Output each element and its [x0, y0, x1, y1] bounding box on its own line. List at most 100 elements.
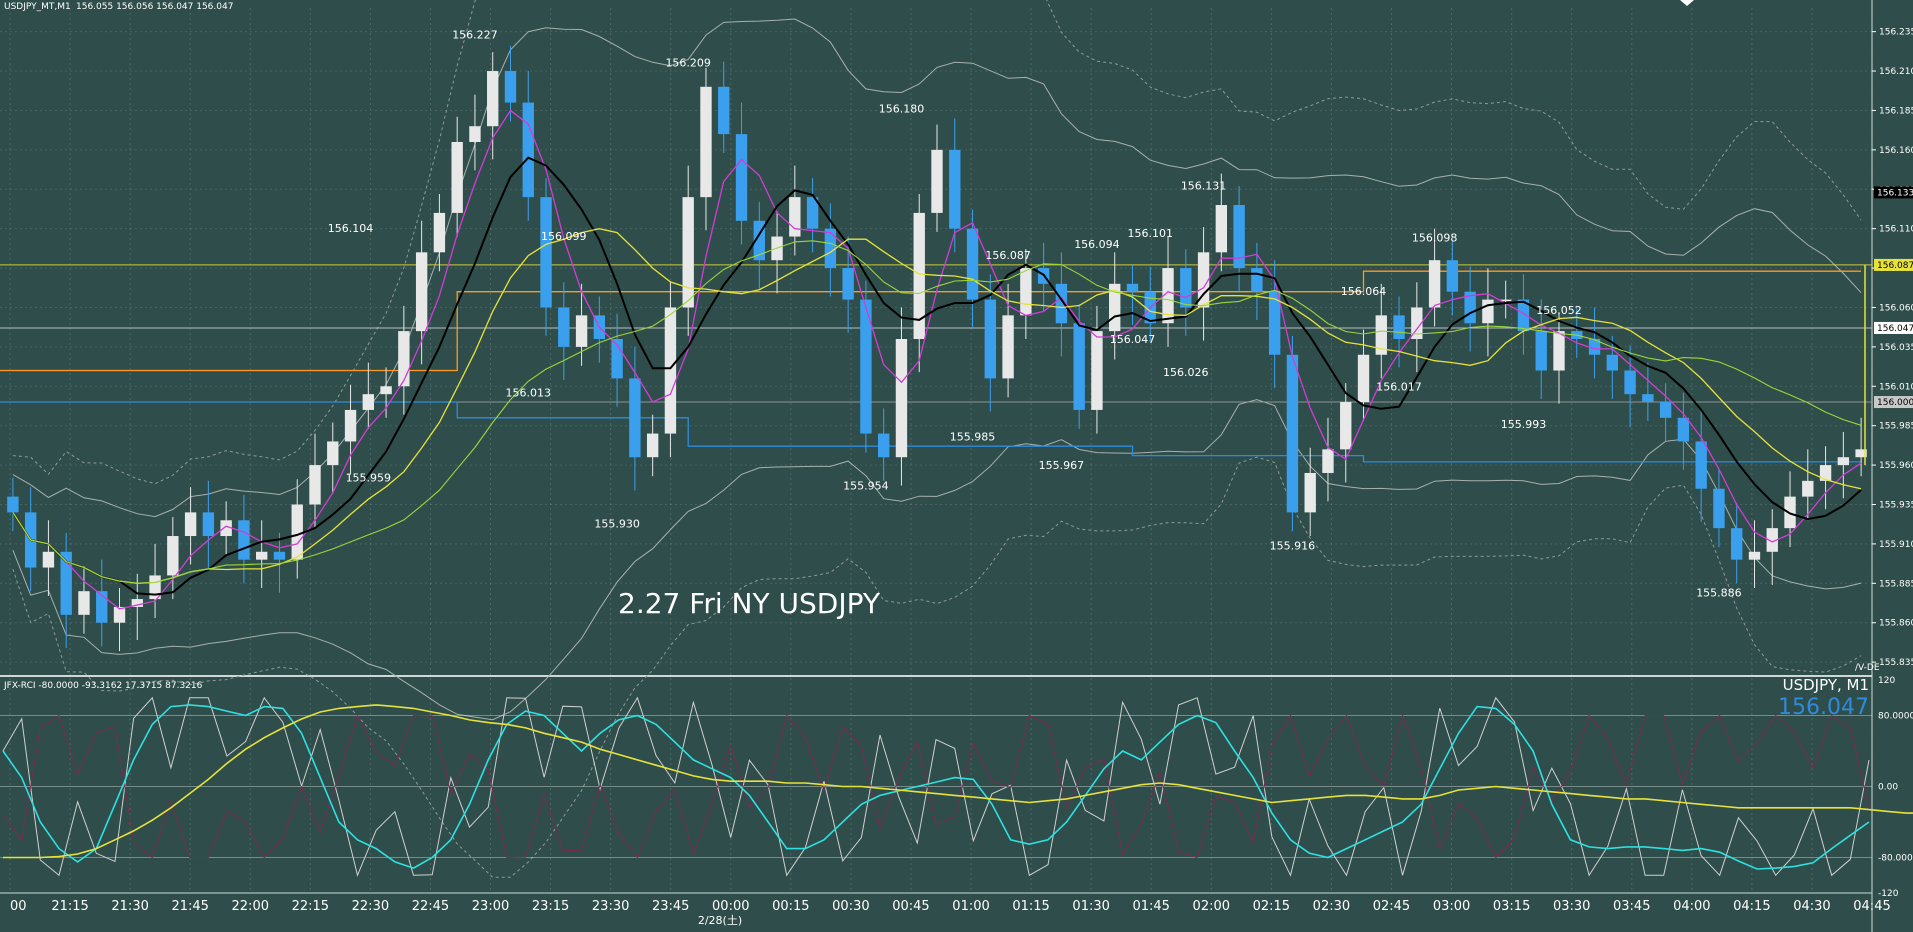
price-tick-label: 156.060	[1879, 303, 1913, 313]
rci-long-line	[3, 704, 1913, 859]
rci-subwindow: 120 80.0000 0.00 -80.0000 -120	[0, 676, 1913, 899]
candle-body	[1304, 472, 1316, 513]
time-tick-label: 22:00	[232, 899, 269, 914]
swing-price-label: 156.104	[328, 222, 374, 235]
candle-body	[504, 71, 517, 103]
candle-body	[7, 496, 19, 513]
swing-price-label: 156.017	[1376, 380, 1422, 393]
candle-body	[1286, 354, 1299, 513]
candle-body	[1357, 354, 1370, 403]
candle-body	[327, 441, 339, 466]
candle-body	[255, 551, 268, 560]
candle-body	[1162, 268, 1174, 324]
candle-body	[1606, 354, 1619, 371]
candle-body	[96, 591, 108, 623]
candle-body	[1464, 291, 1476, 324]
time-tick-label: 03:15	[1493, 899, 1530, 914]
swing-price-label: 156.180	[879, 102, 925, 115]
price-tag: 156.087	[1877, 261, 1913, 271]
time-tick-label: 00:45	[892, 899, 929, 914]
brand-logo: /V-DE	[1855, 663, 1880, 673]
candle-body	[984, 299, 997, 379]
candle-body	[1073, 323, 1085, 410]
candle-body	[824, 228, 837, 269]
price-tag: 156.000	[1877, 398, 1913, 408]
candle-body	[877, 433, 890, 458]
time-tick-label: 01:00	[952, 899, 989, 914]
candle-body	[949, 149, 961, 229]
time-tick-label: 22:30	[352, 899, 389, 914]
candle-body	[1002, 315, 1014, 379]
candle-body	[895, 339, 908, 458]
swing-price-label: 156.064	[1341, 285, 1387, 298]
candle-body	[1233, 205, 1245, 269]
candle-body	[842, 268, 854, 300]
candle-body	[753, 220, 765, 261]
candle-body	[1642, 394, 1654, 403]
candle-body	[540, 197, 552, 308]
price-tick-label: 155.835	[1879, 658, 1913, 668]
price-tick-label: 156.235	[1879, 28, 1913, 38]
candle-body	[1322, 449, 1334, 473]
candle-body	[1340, 402, 1352, 450]
date-label: 2/28(土)	[698, 914, 742, 927]
rci-tick-label: -120	[1878, 889, 1899, 899]
candle-body	[149, 575, 161, 600]
time-tick-label: 00:00	[712, 899, 749, 914]
swing-price-label: 156.227	[452, 28, 498, 41]
price-levels	[0, 264, 1872, 463]
candle-body	[1624, 370, 1636, 395]
time-tick-label: 03:30	[1553, 899, 1590, 914]
swing-price-label: 156.099	[541, 230, 587, 243]
ma-fast-line	[12, 109, 1862, 610]
time-tick-label: 23:15	[532, 899, 569, 914]
candle-body	[629, 378, 641, 458]
swing-price-label: 155.967	[1039, 459, 1085, 472]
swing-price-label: 156.087	[985, 249, 1031, 262]
swing-labels: 156.227 156.104 155.959 156.099 156.013 155.9…	[328, 28, 1742, 599]
candle-body	[1499, 299, 1512, 302]
time-tick-label: 04:45	[1853, 899, 1890, 914]
candle-body	[1588, 339, 1601, 355]
rci-header: JFX-RCI -80.0000 -93.3162 17.3715 87.321…	[3, 681, 203, 691]
candle-body	[309, 465, 321, 505]
price-tag: 156.133	[1877, 188, 1913, 198]
candle-body	[1446, 260, 1459, 292]
price-tick-label: 156.210	[1879, 67, 1913, 77]
time-tick-label: 03:00	[1433, 899, 1470, 914]
moving-averages	[12, 109, 1862, 610]
candle-body	[931, 149, 943, 213]
candle-body	[167, 536, 179, 576]
candle-body	[273, 551, 286, 560]
candle-body	[1713, 488, 1725, 529]
candle-body	[238, 520, 250, 560]
price-tick-label: 155.985	[1879, 422, 1913, 432]
candle-body	[789, 197, 801, 237]
swing-price-label: 155.930	[594, 517, 640, 530]
swing-price-label: 155.959	[346, 472, 392, 485]
candle-body	[1517, 299, 1530, 332]
candle-body	[1819, 465, 1832, 481]
candle-body	[1055, 283, 1068, 324]
shift-marker	[1680, 0, 1694, 6]
candle-body	[611, 339, 623, 379]
rci-tick-label: 80.0000	[1878, 712, 1913, 722]
time-tick-label: 23:45	[652, 899, 689, 914]
price-tag-bg	[1874, 396, 1913, 409]
candle-body	[362, 394, 375, 410]
price-tag-bg	[1874, 186, 1913, 199]
rci-mid-line	[2, 704, 1870, 870]
bollinger-band	[12, 456, 1862, 878]
candle-body	[1109, 283, 1121, 332]
time-tick-label: 21:45	[171, 899, 208, 914]
candle-body	[1126, 283, 1139, 292]
price-tick-label: 156.185	[1879, 106, 1913, 116]
swing-price-label: 156.098	[1412, 232, 1458, 245]
candle-body	[113, 606, 126, 623]
time-tick-label: 04:15	[1733, 899, 1770, 914]
time-tick-label: 23:00	[472, 899, 509, 914]
